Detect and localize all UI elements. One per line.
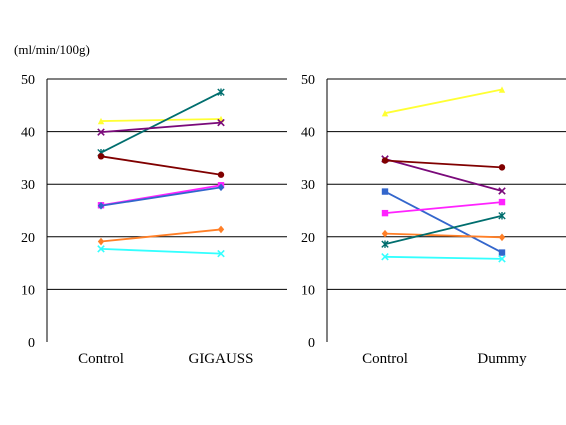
data-point bbox=[97, 117, 105, 125]
series-line bbox=[384, 190, 503, 254]
y-tick-label: 10 bbox=[21, 283, 35, 298]
series-line bbox=[384, 201, 503, 215]
data-point bbox=[381, 109, 389, 117]
y-tick-label: 50 bbox=[301, 73, 315, 88]
data-point bbox=[217, 88, 225, 96]
y-tick-label: 30 bbox=[21, 178, 35, 193]
data-point bbox=[381, 240, 389, 248]
data-point bbox=[97, 153, 105, 160]
chart-control-vs-dummy: 0 10 20 30 40 50 Control Dummy bbox=[301, 73, 566, 367]
series-line bbox=[100, 121, 222, 134]
data-point bbox=[217, 118, 225, 127]
data-point bbox=[498, 249, 506, 256]
series-line bbox=[384, 255, 503, 260]
data-point bbox=[217, 225, 225, 234]
data-point bbox=[97, 128, 105, 136]
data-point bbox=[498, 255, 506, 263]
data-point bbox=[381, 188, 389, 195]
series-line bbox=[100, 247, 222, 255]
data-point bbox=[97, 237, 105, 246]
x-category-label: Control bbox=[362, 351, 408, 367]
data-point bbox=[498, 187, 506, 195]
series-line bbox=[384, 232, 503, 239]
x-category-label: GIGAUSS bbox=[188, 351, 253, 367]
chart-control-vs-gigauss: 0 10 20 30 40 50 Control GIGAUSS bbox=[21, 73, 287, 367]
y-tick-label: 30 bbox=[301, 178, 315, 193]
data-point bbox=[498, 233, 506, 242]
y-tick-label: 0 bbox=[308, 336, 315, 351]
data-point bbox=[381, 157, 389, 164]
data-point bbox=[498, 86, 506, 93]
y-tick-label: 0 bbox=[28, 336, 35, 351]
data-point bbox=[498, 212, 506, 220]
series-line bbox=[100, 118, 222, 122]
x-category-label: Dummy bbox=[477, 351, 527, 367]
data-point bbox=[498, 198, 506, 206]
y-tick-label: 20 bbox=[21, 231, 35, 246]
y-tick-label: 40 bbox=[301, 126, 315, 141]
data-point bbox=[217, 171, 225, 178]
data-point bbox=[381, 229, 389, 238]
data-point bbox=[381, 253, 389, 261]
series-line bbox=[384, 159, 503, 169]
series-line bbox=[384, 214, 503, 246]
data-point bbox=[217, 183, 225, 192]
y-tick-label: 10 bbox=[301, 283, 315, 298]
series-line bbox=[100, 91, 222, 154]
data-point bbox=[217, 249, 225, 258]
data-point bbox=[498, 164, 506, 171]
x-category-label: Control bbox=[78, 351, 124, 367]
data-point bbox=[381, 209, 389, 217]
y-tick-label: 20 bbox=[301, 231, 315, 246]
series-line bbox=[384, 158, 503, 192]
data-point bbox=[97, 245, 105, 253]
series-line bbox=[384, 88, 503, 115]
series-line bbox=[100, 186, 222, 207]
data-point bbox=[97, 201, 105, 210]
series-line bbox=[100, 155, 222, 176]
series-line bbox=[100, 228, 222, 243]
y-tick-label: 50 bbox=[21, 73, 35, 88]
y-axis-unit-label: (ml/min/100g) bbox=[14, 42, 90, 57]
y-tick-label: 40 bbox=[21, 126, 35, 141]
